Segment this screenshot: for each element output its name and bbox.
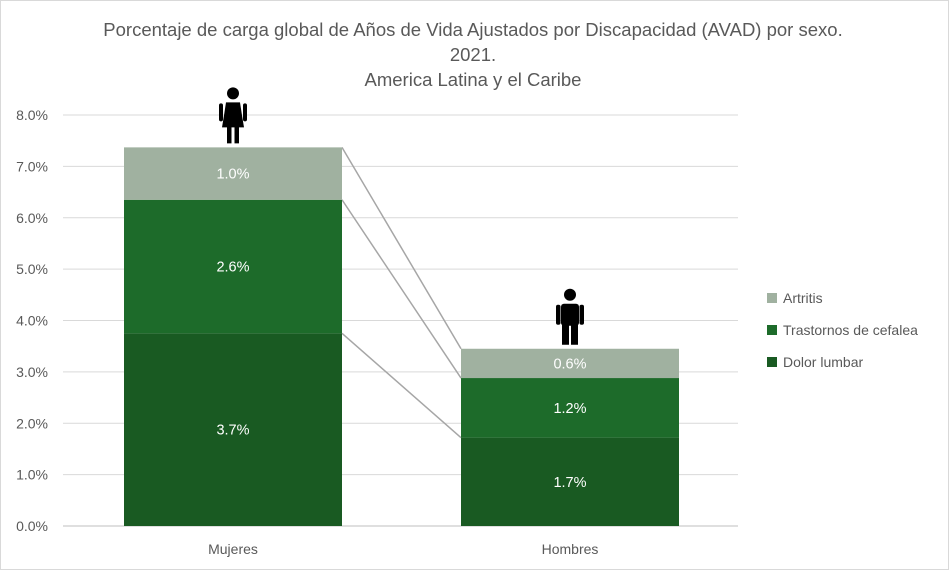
legend-swatch-artritis <box>767 293 777 303</box>
legend-label-dolor-lumbar: Dolor lumbar <box>783 354 863 370</box>
bar-hombres-artritis <box>461 348 679 379</box>
x-tick-label-hombres: Hombres <box>542 541 599 557</box>
legend-label-artritis: Artritis <box>783 290 823 306</box>
male-person-icon-arm-right <box>579 304 584 325</box>
category-icons <box>219 87 584 345</box>
male-person-icon-leg-left <box>562 323 569 345</box>
y-tick-label: 3.0% <box>16 364 48 380</box>
chart-title: Porcentaje de carga global de Años de Vi… <box>103 19 842 90</box>
female-person-icon <box>219 87 247 144</box>
bar-hombres-dolor-lumbar <box>461 437 679 526</box>
data-label-mujeres-trastornos-de-cefalea: 2.6% <box>216 260 249 276</box>
legend-swatch-dolor-lumbar <box>767 357 777 367</box>
y-tick-label: 0.0% <box>16 518 48 534</box>
connector-line-trastornos-de-cefalea <box>341 199 462 379</box>
male-person-icon-arm-left <box>556 304 561 325</box>
bar-mujeres-dolor-lumbar <box>124 333 342 526</box>
legend: Artritis Trastornos de cefalea Dolor lumba… <box>767 290 918 370</box>
data-label-hombres-trastornos-de-cefalea: 1.2% <box>553 401 586 417</box>
x-axis: Mujeres Hombres <box>208 541 598 557</box>
x-tick-label-mujeres: Mujeres <box>208 541 258 557</box>
male-person-icon <box>556 288 584 345</box>
chart-title-line-2: 2021. <box>450 44 496 65</box>
y-tick-label: 1.0% <box>16 467 48 483</box>
female-person-icon-head <box>227 87 239 100</box>
y-axis: 0.0% 1.0% 2.0% 3.0% 4.0% 5.0% 6.0% 7.0% 8.0% <box>16 107 48 534</box>
male-person-icon-leg-right <box>571 323 578 345</box>
y-tick-label: 4.0% <box>16 313 48 329</box>
male-person-icon-body <box>561 303 579 326</box>
y-tick-label: 5.0% <box>16 261 48 277</box>
legend-swatch-trastornos-de-cefalea <box>767 325 777 335</box>
data-label-hombres-dolor-lumbar: 1.7% <box>553 475 586 491</box>
bar-mujeres-artritis <box>124 147 342 200</box>
female-person-icon-arm-right <box>243 103 247 122</box>
female-person-icon-body <box>222 102 244 128</box>
female-person-icon-leg-right <box>234 126 239 144</box>
data-label-mujeres-dolor-lumbar: 3.7% <box>216 423 249 439</box>
connector-line-dolor-lumbar <box>341 332 462 439</box>
data-label-mujeres-artritis: 1.0% <box>216 167 249 183</box>
y-tick-label: 6.0% <box>16 210 48 226</box>
male-person-icon-head <box>564 288 576 301</box>
legend-item-artritis: Artritis <box>767 290 823 306</box>
y-tick-label: 8.0% <box>16 107 48 123</box>
legend-item-trastornos-de-cefalea: Trastornos de cefalea <box>767 322 918 338</box>
legend-label-trastornos-de-cefalea: Trastornos de cefalea <box>783 322 918 338</box>
chart-title-line-3: America Latina y el Caribe <box>365 69 582 90</box>
data-label-hombres-artritis: 0.6% <box>553 356 586 372</box>
series-connector-lines <box>341 146 462 439</box>
y-tick-label: 7.0% <box>16 158 48 174</box>
legend-item-dolor-lumbar: Dolor lumbar <box>767 354 863 370</box>
female-person-icon-arm-left <box>219 103 223 122</box>
bar-mujeres-trastornos-de-cefalea <box>124 199 342 334</box>
bars <box>124 147 679 526</box>
y-tick-label: 2.0% <box>16 415 48 431</box>
bar-hombres-trastornos-de-cefalea <box>461 378 679 438</box>
female-person-icon-leg-left <box>227 126 232 144</box>
connector-line-artritis <box>341 146 462 350</box>
chart-title-line-1: Porcentaje de carga global de Años de Vi… <box>103 19 842 40</box>
data-labels: 3.7% 2.6% 1.0% 1.7% 1.2% 0.6% <box>216 167 586 491</box>
